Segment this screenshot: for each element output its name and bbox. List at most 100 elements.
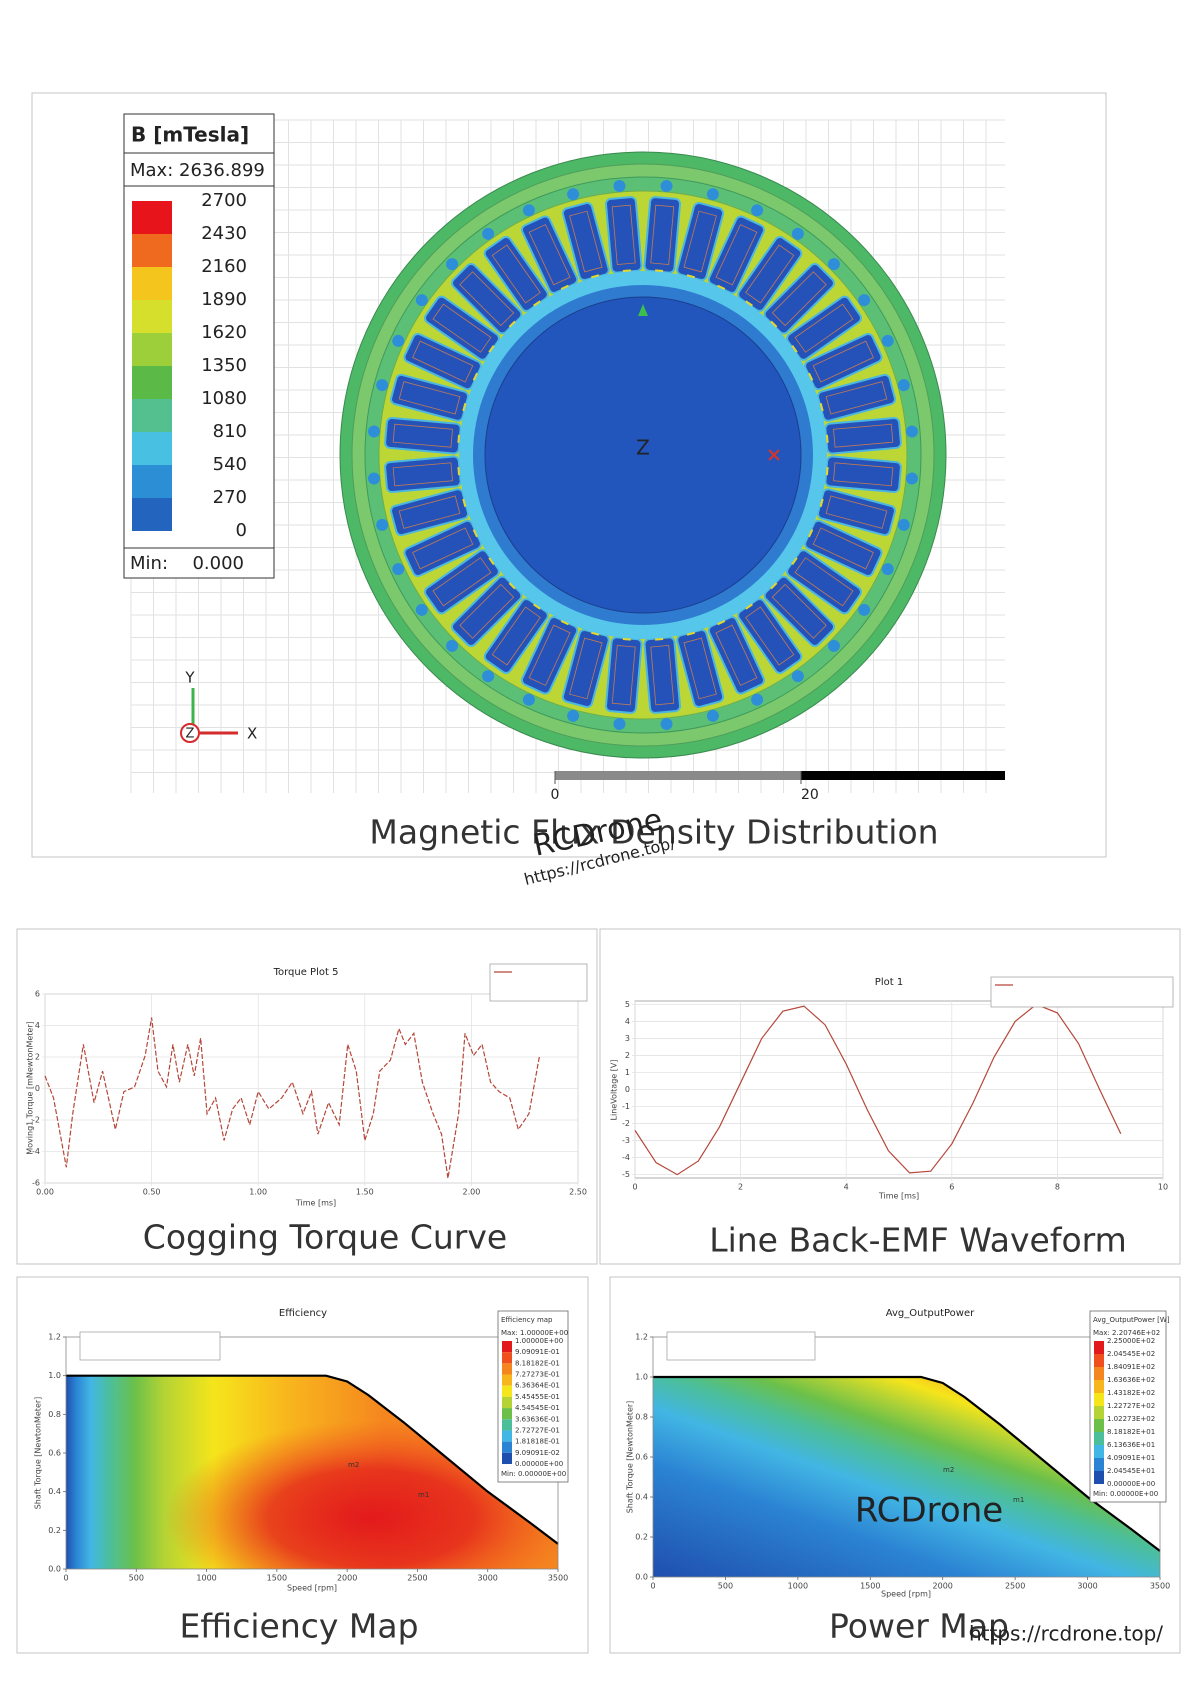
chart-caption: Cogging Torque Curve (143, 1218, 507, 1257)
winding (794, 557, 854, 607)
x-tick-label: 2.00 (462, 1188, 480, 1197)
line-series (44, 1017, 541, 1179)
x-axis-label: Speed [rpm] (287, 1584, 337, 1593)
legend-swatch (132, 201, 172, 234)
y-tick-label: 0.2 (48, 1526, 61, 1535)
winding (794, 303, 854, 353)
winding (459, 271, 515, 327)
colorbar-swatch (502, 1430, 512, 1442)
yoke-spot (368, 472, 381, 485)
y-tick-label: 0 (625, 1085, 630, 1094)
yoke-spot (791, 670, 804, 683)
y-tick-label: 0.0 (48, 1565, 61, 1574)
winding (611, 204, 636, 265)
winding (528, 624, 571, 686)
yoke-spot (905, 472, 918, 485)
legend-max: Max: 2636.899 (130, 160, 265, 181)
legend-level: 270 (213, 487, 247, 508)
colorbar-label: 0.00000E+00 (1107, 1480, 1155, 1488)
y-tick-label: 4 (625, 1017, 630, 1026)
legend-swatch (132, 432, 172, 465)
winding (825, 495, 888, 529)
legend-level: 540 (213, 454, 247, 475)
colorbar-label: 2.04545E+02 (1107, 1350, 1155, 1358)
y-tick-label: -4 (32, 1147, 40, 1156)
yoke-spot (446, 639, 459, 652)
flux-legend: B [mTesla]Max: 2636.89927002430216018901… (123, 113, 1005, 852)
yoke-spot (376, 518, 389, 531)
marker-label: m1 (418, 1491, 429, 1499)
yoke-spot (905, 425, 918, 438)
colorbar-label: 1.22727E+02 (1107, 1402, 1155, 1410)
scale-bar-grey (555, 771, 801, 780)
colorbar-swatch (502, 1363, 512, 1375)
y-tick-label: 0.0 (635, 1573, 648, 1582)
colorbar-swatch (502, 1408, 512, 1420)
y-axis-label: LineVoltage [V] (610, 1060, 619, 1121)
y-axis-label: Shaft Torque [NewtonMeter] (626, 1401, 635, 1514)
colorbar-swatch (1094, 1380, 1104, 1393)
yoke-spot (415, 294, 428, 307)
colorbar-label: 0.00000E+00 (515, 1460, 563, 1468)
x-tick-label: 2000 (337, 1574, 357, 1583)
slot (763, 575, 840, 652)
colorbar-swatch (1094, 1354, 1104, 1367)
winding (833, 423, 894, 448)
colorbar-swatch (502, 1352, 512, 1364)
yoke-spot (392, 563, 405, 576)
motor-cross-section: Z (339, 151, 947, 759)
triad-y-label: Y (184, 669, 195, 687)
y-tick-label: -6 (32, 1179, 40, 1188)
chart-line: Torque Plot 5 Cogging Torque Curve Time [m… (26, 963, 588, 1257)
colorbar-swatch (502, 1396, 512, 1409)
y-axis-label: Moving1.Torque [mNewtonMeter] (26, 1021, 35, 1154)
winding (812, 340, 874, 383)
scale-label: 0 (551, 787, 560, 803)
colorbar-label: 4.54545E-01 (515, 1404, 560, 1412)
slot-body (384, 455, 462, 494)
slot-body (824, 416, 902, 455)
winding (459, 583, 515, 639)
x-tick-label: 2000 (933, 1582, 953, 1591)
legend-swatch (132, 366, 172, 399)
y-tick-label: -1 (622, 1102, 630, 1111)
colorbar-min: Min: 0.00000E+00 (501, 1470, 566, 1478)
y-tick-label: 4 (35, 1021, 40, 1030)
legend-swatch (132, 465, 172, 498)
y-tick-label: 0.4 (635, 1493, 648, 1502)
colorbar-label: 8.18182E-01 (515, 1359, 560, 1367)
y-tick-label: 3 (625, 1034, 630, 1043)
winding (745, 244, 795, 304)
efficiency-frame (16, 1276, 589, 1654)
triad-x-label: X (247, 725, 257, 743)
chart-line: Plot 1 Line Back-EMF Waveform Time [ms] Lin… (610, 976, 1174, 1260)
colorbar-max: Max: 1.00000E+00 (501, 1329, 568, 1337)
x-tick-label: 8 (1055, 1183, 1060, 1192)
winding (745, 606, 795, 666)
winding (398, 495, 461, 529)
colorbar-label: 3.63636E-01 (515, 1415, 560, 1423)
legend-swatch (132, 333, 172, 366)
y-tick-label: 5 (625, 1000, 630, 1009)
x-tick-label: 2.50 (569, 1188, 587, 1197)
colorbar-swatch (502, 1374, 512, 1386)
y-tick-label: 0.2 (635, 1533, 648, 1542)
legend-swatch (132, 300, 172, 333)
colorbar-swatch (502, 1452, 512, 1464)
watermark: RCDrone (855, 1491, 1003, 1531)
yoke-spot (751, 204, 764, 217)
slot (643, 180, 682, 277)
yoke-spot (751, 693, 764, 706)
x-tick-label: 3000 (1077, 1582, 1097, 1591)
winding (825, 381, 888, 415)
y-tick-label: 1.2 (635, 1333, 648, 1342)
winding (398, 381, 461, 415)
slot-body (604, 636, 643, 714)
y-tick-label: 2 (35, 1053, 40, 1062)
legend-level: 1350 (201, 355, 247, 376)
rotor-marker (638, 304, 648, 316)
yoke-spot (613, 180, 626, 193)
slot (737, 227, 804, 312)
yoke-spot (613, 717, 626, 730)
slot (821, 455, 918, 494)
